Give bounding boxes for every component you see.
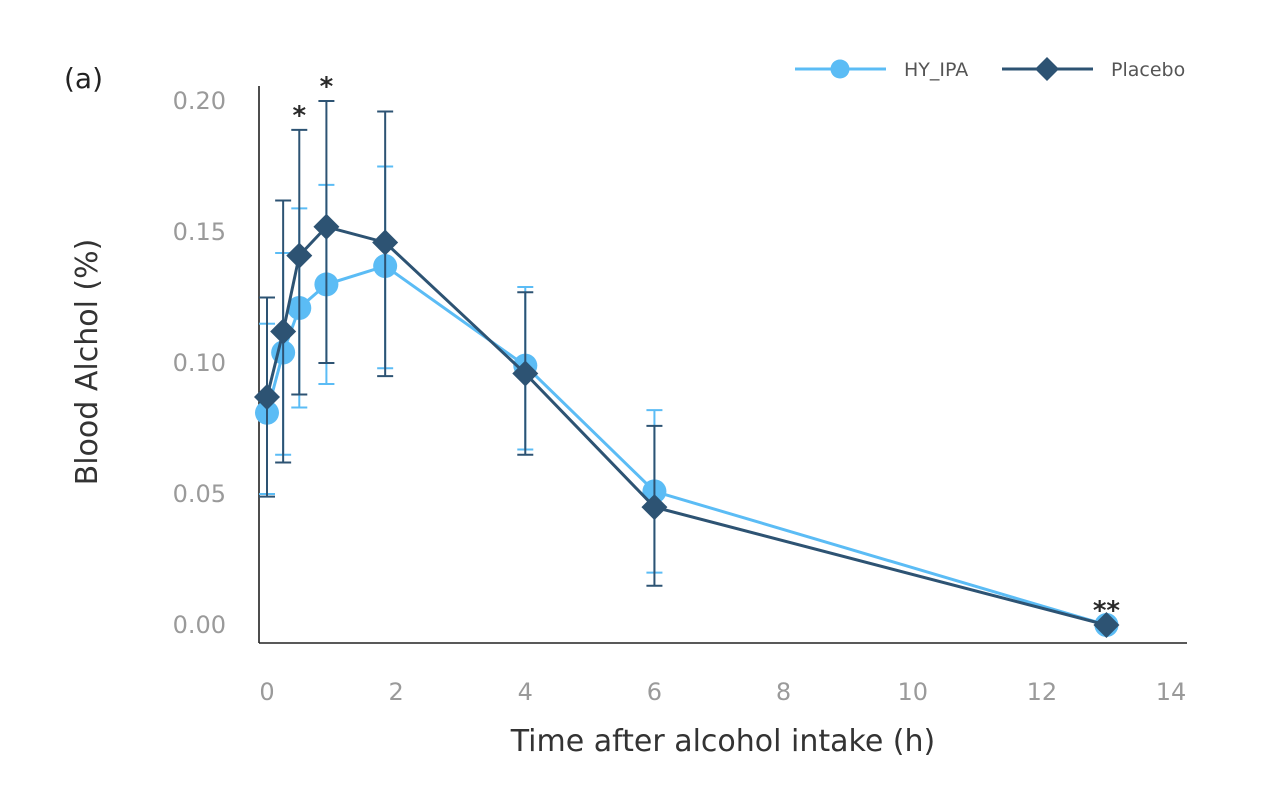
legend-marker-circle (830, 59, 850, 79)
data-point (1093, 612, 1120, 638)
significance-label: * (320, 72, 334, 102)
series-layer (254, 100, 1120, 638)
series-line (265, 264, 1107, 627)
x-tick-label: 2 (389, 678, 404, 706)
data-point (313, 213, 340, 240)
panel-label: (a) (64, 62, 103, 95)
y-tick-label: 0.10 (173, 349, 226, 377)
data-point (372, 229, 399, 256)
legend: HY_IPA Placebo (795, 57, 1185, 81)
data-point (254, 384, 280, 411)
y-tick-label: 0.05 (173, 480, 226, 508)
y-tick-labels: 0.00 0.05 0.10 0.15 0.20 (173, 87, 226, 639)
x-tick-label: 6 (647, 678, 662, 706)
y-tick-label: 0.00 (173, 611, 226, 639)
x-axis-title: Time after alcohol intake (h) (510, 724, 935, 759)
y-tick-label: 0.15 (173, 218, 226, 246)
x-tick-labels: 0 2 4 6 8 10 12 14 (259, 678, 1186, 706)
y-axis-title: Blood Alchol (%) (70, 239, 105, 486)
x-tick-label: 10 (897, 678, 928, 706)
x-tick-label: 12 (1027, 678, 1058, 706)
data-point (286, 242, 313, 269)
significance-annotations: **** (292, 72, 1120, 626)
data-point (270, 318, 297, 345)
x-tick-label: 0 (259, 678, 274, 706)
legend-label-placebo: Placebo (1111, 59, 1185, 81)
series-placebo (254, 100, 1120, 638)
data-point (512, 360, 539, 387)
series-line (265, 225, 1107, 627)
x-tick-label: 14 (1156, 678, 1187, 706)
legend-item-hy-ipa: HY_IPA (795, 59, 968, 81)
x-tick-label: 8 (776, 678, 791, 706)
x-tick-label: 4 (518, 678, 533, 706)
legend-item-placebo: Placebo (1002, 57, 1185, 81)
y-tick-label: 0.20 (173, 87, 226, 115)
legend-marker-diamond (1035, 57, 1059, 81)
data-point (641, 494, 668, 521)
significance-label: * (292, 101, 306, 131)
legend-label-hy-ipa: HY_IPA (904, 59, 968, 81)
significance-label: ** (1093, 596, 1121, 626)
